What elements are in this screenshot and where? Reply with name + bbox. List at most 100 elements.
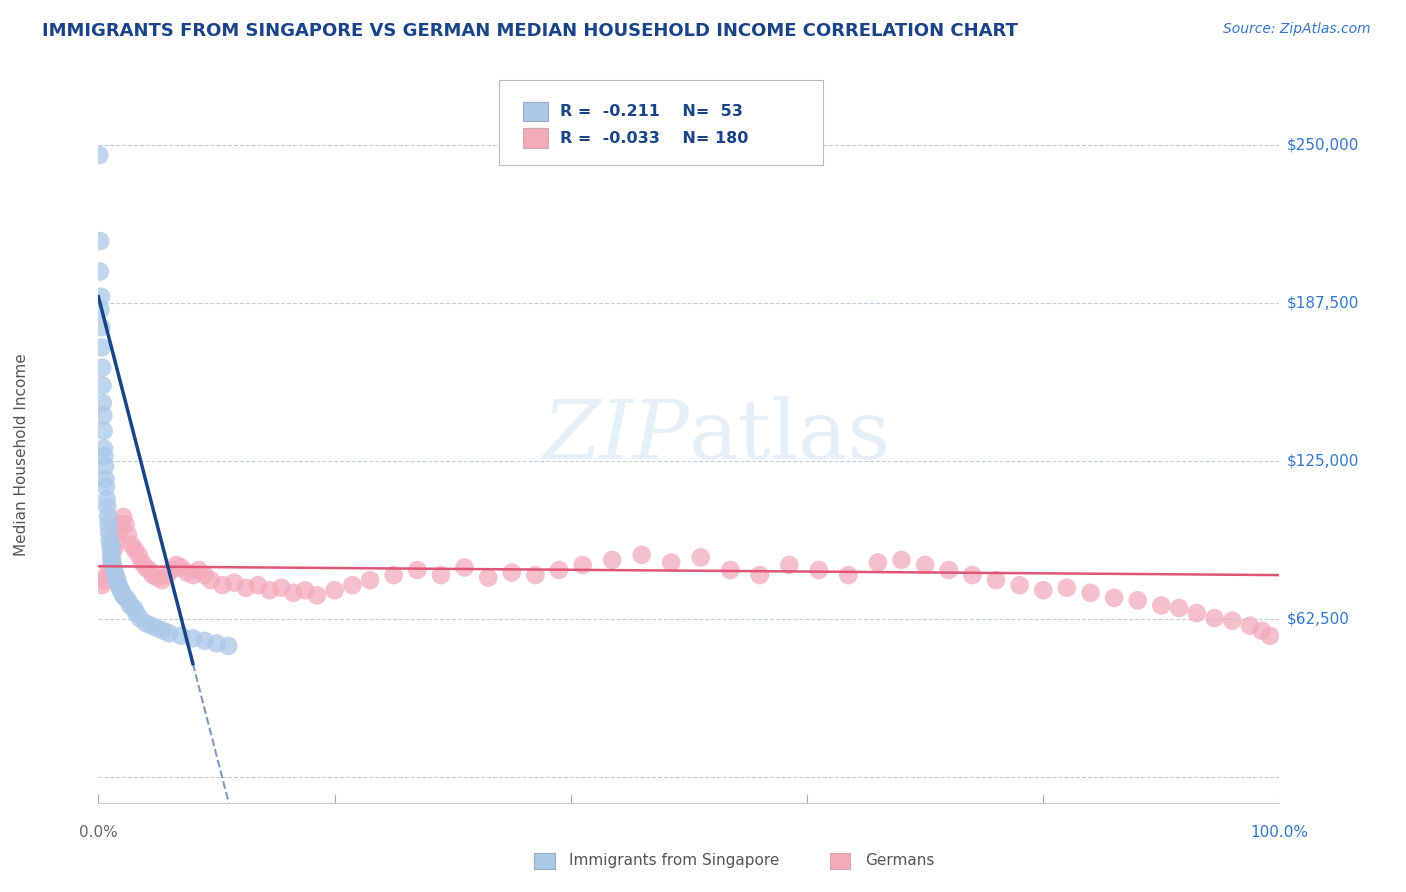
Point xyxy=(323,583,346,598)
Point xyxy=(98,525,121,540)
Point xyxy=(659,556,682,570)
Point xyxy=(294,583,316,598)
Point xyxy=(270,581,292,595)
Point xyxy=(1032,583,1054,598)
Point xyxy=(96,568,118,582)
Point xyxy=(117,593,139,607)
Point xyxy=(91,378,114,392)
Point xyxy=(114,591,136,605)
Point xyxy=(837,568,859,582)
Point xyxy=(224,575,246,590)
Point xyxy=(91,396,114,410)
Point xyxy=(501,566,523,580)
Point xyxy=(114,517,136,532)
Point xyxy=(98,563,121,577)
Point xyxy=(122,601,145,615)
Point xyxy=(181,568,204,582)
Point xyxy=(382,568,405,582)
Point xyxy=(90,320,112,334)
Point xyxy=(259,583,281,598)
Point xyxy=(105,535,128,549)
Point xyxy=(748,568,770,582)
Text: R =  -0.211    N=  53: R = -0.211 N= 53 xyxy=(560,104,742,119)
Point xyxy=(108,581,131,595)
Point xyxy=(90,290,112,304)
Point xyxy=(117,527,139,541)
Point xyxy=(98,533,121,547)
Point xyxy=(689,550,711,565)
Point xyxy=(914,558,936,572)
Point xyxy=(135,560,157,574)
Point xyxy=(105,571,128,585)
Point xyxy=(93,442,115,456)
Point xyxy=(170,560,193,574)
Point xyxy=(105,573,128,587)
Text: Germans: Germans xyxy=(865,854,934,868)
Point xyxy=(96,492,118,507)
Point xyxy=(866,556,889,570)
Point xyxy=(600,553,623,567)
Point xyxy=(157,626,180,640)
Point xyxy=(100,553,122,567)
Point xyxy=(150,573,173,587)
Point xyxy=(131,556,153,570)
Point xyxy=(91,360,114,375)
Point xyxy=(165,558,187,572)
Text: Median Household Income: Median Household Income xyxy=(14,353,28,557)
Text: atlas: atlas xyxy=(689,396,891,476)
Point xyxy=(111,586,134,600)
Point xyxy=(246,578,269,592)
Point xyxy=(1258,629,1281,643)
Point xyxy=(104,566,127,580)
Point xyxy=(205,636,228,650)
Point xyxy=(406,563,429,577)
Point xyxy=(128,611,150,625)
Text: $187,500: $187,500 xyxy=(1286,295,1358,310)
Point xyxy=(135,616,157,631)
Text: Immigrants from Singapore: Immigrants from Singapore xyxy=(569,854,780,868)
Point xyxy=(1150,599,1173,613)
Point xyxy=(146,571,169,585)
Point xyxy=(194,568,217,582)
Point xyxy=(94,472,117,486)
Point xyxy=(170,629,193,643)
Point xyxy=(571,558,593,572)
Point xyxy=(430,568,453,582)
Text: R =  -0.033    N= 180: R = -0.033 N= 180 xyxy=(560,131,748,145)
Point xyxy=(962,568,984,582)
Point xyxy=(120,599,142,613)
Point xyxy=(1080,586,1102,600)
Point xyxy=(548,563,571,577)
Point xyxy=(156,568,179,582)
Point xyxy=(138,563,160,577)
Point xyxy=(890,553,912,567)
Point xyxy=(93,409,115,423)
Point xyxy=(93,424,115,438)
Point xyxy=(181,632,204,646)
Point xyxy=(96,500,118,514)
Point xyxy=(103,542,125,557)
Point xyxy=(1239,618,1261,632)
Point xyxy=(194,633,217,648)
Point xyxy=(128,548,150,562)
Point xyxy=(91,578,114,592)
Point xyxy=(1204,611,1226,625)
Text: $125,000: $125,000 xyxy=(1286,454,1358,468)
Point xyxy=(89,234,111,248)
Point xyxy=(187,563,209,577)
Point xyxy=(112,588,135,602)
Point xyxy=(200,573,222,587)
Point xyxy=(305,588,328,602)
Point xyxy=(160,563,183,577)
Point xyxy=(1126,593,1149,607)
Point xyxy=(112,509,135,524)
Point xyxy=(107,525,129,540)
Point xyxy=(93,449,115,463)
Point xyxy=(89,148,111,162)
Point xyxy=(1008,578,1031,592)
Point xyxy=(718,563,741,577)
Text: IMMIGRANTS FROM SINGAPORE VS GERMAN MEDIAN HOUSEHOLD INCOME CORRELATION CHART: IMMIGRANTS FROM SINGAPORE VS GERMAN MEDI… xyxy=(42,22,1018,40)
Point xyxy=(100,542,122,557)
Text: $62,500: $62,500 xyxy=(1286,612,1350,627)
Point xyxy=(110,583,132,598)
